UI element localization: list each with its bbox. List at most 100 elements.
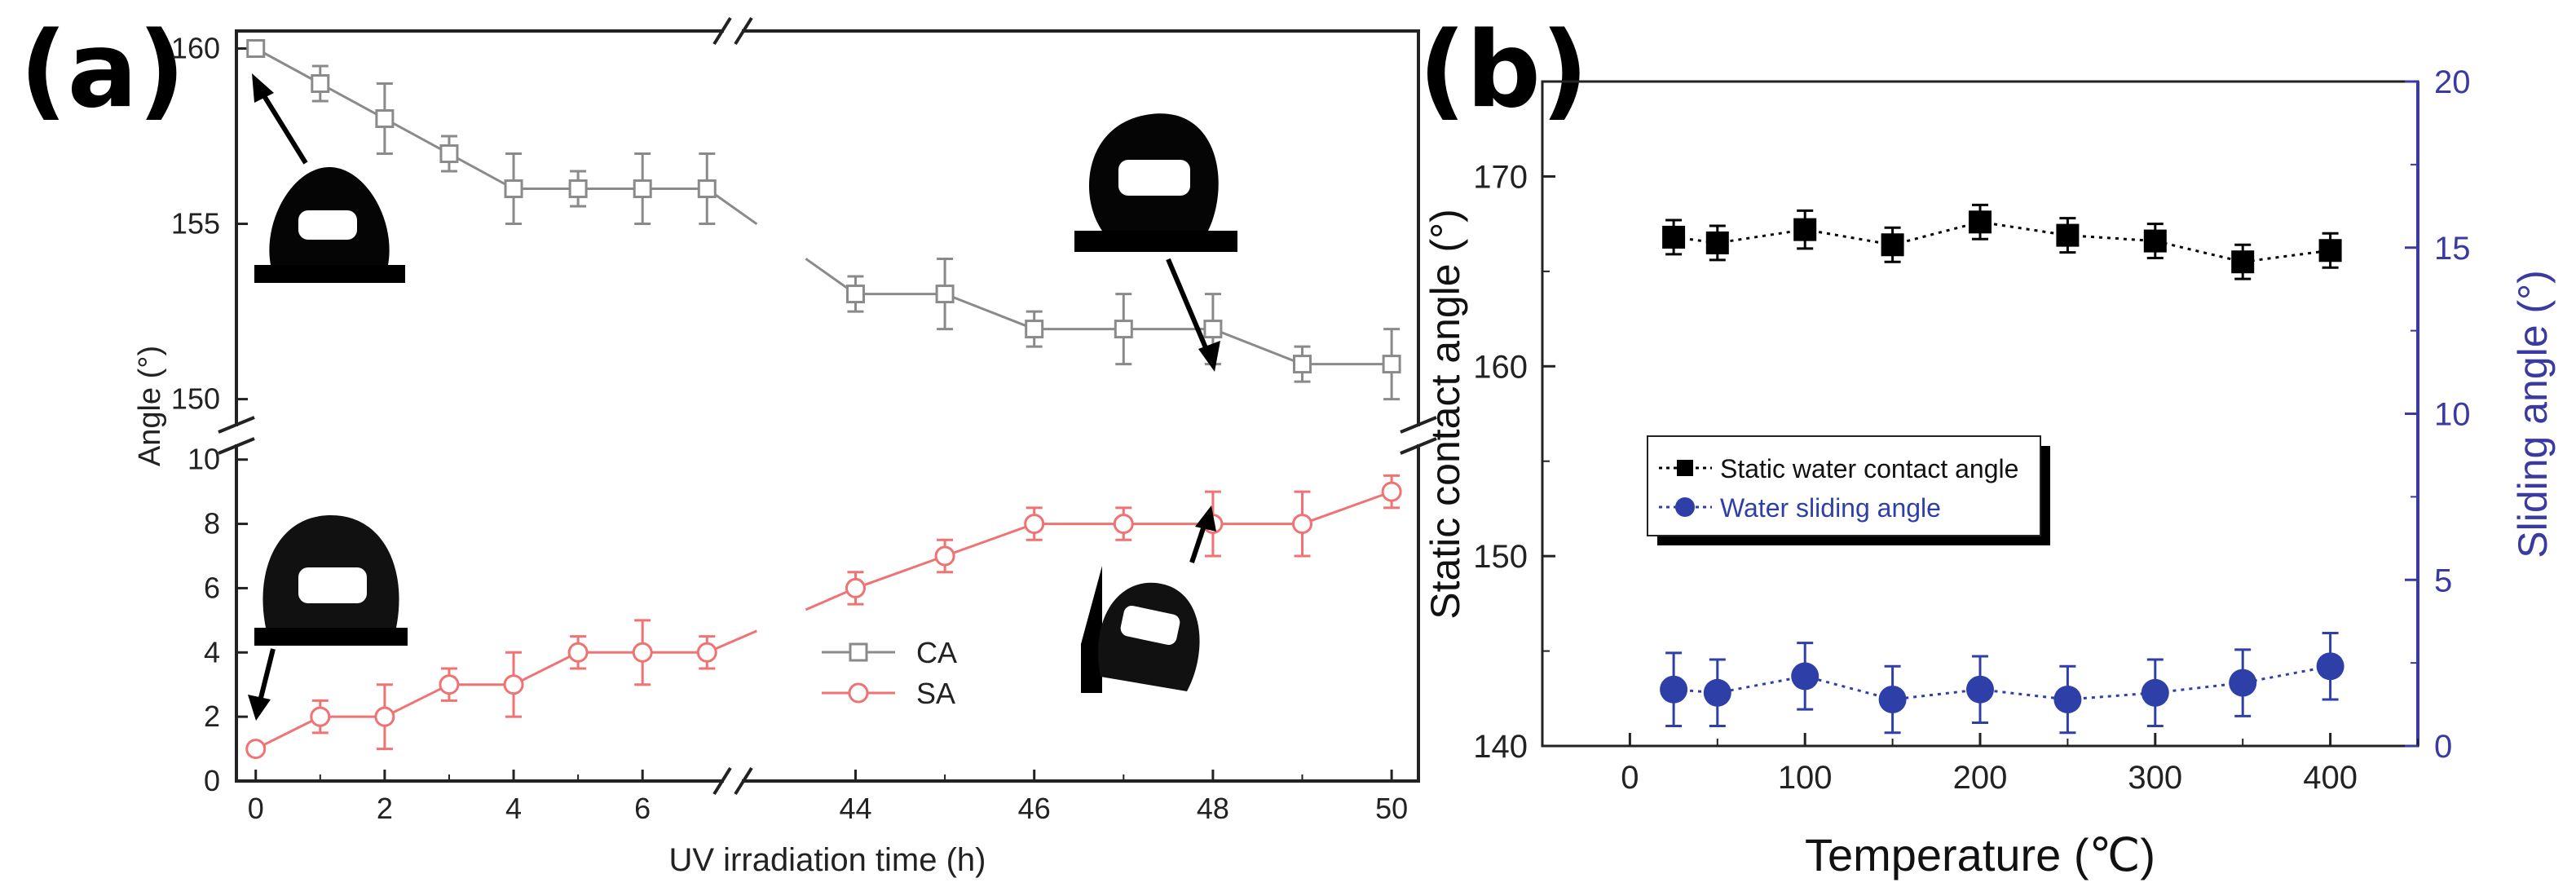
droplet-inset-ca-0h — [254, 167, 405, 283]
droplet-arrow-sa-0h — [258, 648, 276, 702]
series-sliding-point — [1878, 685, 1907, 713]
series-static-point — [2143, 229, 2167, 253]
series-sa-point — [934, 545, 955, 567]
panel-a-xtick-label-50: 50 — [1375, 792, 1408, 825]
droplet-arrow-ca-50h — [1166, 258, 1211, 357]
legend-ca-label: CA — [916, 636, 957, 669]
series-sliding-point — [2229, 669, 2257, 697]
series-sa-point — [632, 642, 653, 663]
series-static-point — [1662, 225, 1686, 249]
panel-a-ybreak-gap-left — [228, 426, 245, 444]
series-ca-point — [1025, 320, 1044, 339]
panel-a-ytick-label-8: 8 — [204, 507, 220, 541]
panel-b-ytick-left-label-140: 140 — [1473, 729, 1528, 765]
droplet-inset-sa-50h — [1081, 566, 1200, 693]
series-sa-point — [845, 577, 866, 598]
series-static-point — [1881, 233, 1904, 257]
series-sa-point — [696, 642, 717, 663]
droplet-arrowhead-ca-0h — [252, 73, 274, 103]
panel-a-ybreak-mark-left — [218, 416, 255, 455]
panel-a-ytick-label-155: 155 — [171, 207, 220, 241]
series-sa-point — [1024, 514, 1045, 535]
panel-a-xtick-label-44: 44 — [839, 792, 871, 825]
series-sa-point — [1381, 481, 1402, 502]
panel-b-ytick-left-label-160: 160 — [1473, 349, 1528, 385]
panel-a-ylabel: Angle (°) — [133, 346, 167, 466]
series-ca-point — [246, 39, 266, 59]
panel-a-xbreak-gap-top — [724, 23, 742, 39]
legend-static-label: Static water contact angle — [1720, 454, 2018, 483]
panel-b-xtick-label-400: 400 — [2303, 760, 2358, 796]
droplet-arrowhead-ca-50h — [1198, 341, 1220, 372]
panel-a-ytick-label-150: 150 — [171, 382, 220, 416]
panel-a-legend: CA SA — [822, 636, 957, 710]
series-sliding-point — [2141, 678, 2169, 707]
series-sliding-point — [2053, 685, 2082, 713]
series-sa-point — [503, 674, 524, 695]
panel-b-ytick-right-label-20: 20 — [2434, 64, 2471, 100]
panel-a-xtick-label-4: 4 — [505, 792, 522, 825]
series-ca-point — [568, 179, 588, 199]
series-sa-point — [374, 706, 395, 727]
panel-b-label: (b) — [1418, 10, 1589, 131]
panel-a-ytick-label-0: 0 — [204, 764, 220, 797]
legend-sa-marker — [848, 682, 869, 704]
legend-sliding-marker — [1675, 497, 1695, 517]
panel-a-xtick-label-0: 0 — [248, 792, 264, 825]
panel-b-axes — [1541, 80, 2419, 748]
panel-b-ytick-right-label-5: 5 — [2434, 563, 2452, 598]
series-sliding-point — [1660, 675, 1688, 704]
panel-b-xtick-label-300: 300 — [2128, 760, 2182, 796]
panel-a-ytick-label-6: 6 — [204, 571, 220, 604]
droplet-inset-ca-50h — [1074, 113, 1237, 252]
legend-sliding-label: Water sliding angle — [1720, 493, 1941, 523]
panel-b-xtick-label-100: 100 — [1778, 760, 1833, 796]
panel-a-xtick-label-6: 6 — [634, 792, 651, 825]
panel-b-ytick-right-label-10: 10 — [2434, 397, 2471, 433]
series-ca-point — [697, 179, 717, 199]
panel-a-xlabel: UV irradiation time (h) — [668, 842, 986, 878]
series-sa-point — [245, 739, 267, 760]
panel-b-ylabel-right: Sliding angle (°) — [2510, 270, 2556, 558]
panel-a-xbreak-mark-bottom — [712, 766, 753, 796]
panel-b-ytick-right-label-0: 0 — [2434, 729, 2452, 765]
panel-b-ytick-right-label-15: 15 — [2434, 231, 2471, 267]
series-ca-point — [311, 74, 330, 94]
panel-b-ylabel-left: Static contact angle (°) — [1423, 209, 1468, 620]
series-sa-point — [439, 674, 460, 695]
series-static-point — [1793, 218, 1817, 241]
droplet-arrow-ca-0h — [257, 86, 308, 165]
legend-sa-label: SA — [916, 677, 955, 710]
droplet-arrow-sa-50h — [1189, 523, 1207, 563]
series-sa-point — [567, 642, 589, 663]
series-sliding-point — [1966, 675, 1994, 704]
panel-a-xtick-label-2: 2 — [377, 792, 393, 825]
series-sliding-point — [1791, 662, 1820, 691]
panel-a-label: (a) — [20, 10, 185, 131]
series-sa-point — [1292, 514, 1313, 535]
panel-a-ybreak-mark-right — [1400, 416, 1437, 455]
series-ca-point — [845, 285, 865, 304]
series-ca-point — [439, 144, 459, 164]
panel-a-ytick-label-4: 4 — [204, 635, 220, 669]
legend-ca-marker — [849, 642, 868, 662]
droplet-arrowhead-sa-50h — [1195, 505, 1216, 532]
panel-b-xlabel: Temperature (℃) — [1805, 829, 2155, 880]
droplet-inset-sa-0h — [254, 515, 408, 646]
panel-b-ytick-left-label-150: 150 — [1473, 539, 1528, 575]
panel-a-xtick-label-46: 46 — [1018, 792, 1051, 825]
panel-a-xbreak-mark-top — [712, 16, 753, 46]
series-ca-point — [375, 109, 395, 129]
series-ca-point — [633, 179, 652, 199]
legend-b-box — [1647, 435, 2041, 536]
panel-b-legend: Static water contact angle Water sliding… — [1647, 435, 2050, 545]
panel-a-ybreak-gap-right — [1410, 426, 1427, 444]
series-ca-line-seg1 — [255, 47, 708, 191]
series-static-point — [2231, 250, 2255, 274]
series-ca-point — [1382, 355, 1401, 374]
panel-a-plot-frame — [235, 29, 1420, 783]
panel-a-ytick-label-2: 2 — [204, 699, 220, 733]
droplet-arrowhead-sa-0h — [248, 695, 271, 721]
series-static-point — [2056, 223, 2080, 247]
